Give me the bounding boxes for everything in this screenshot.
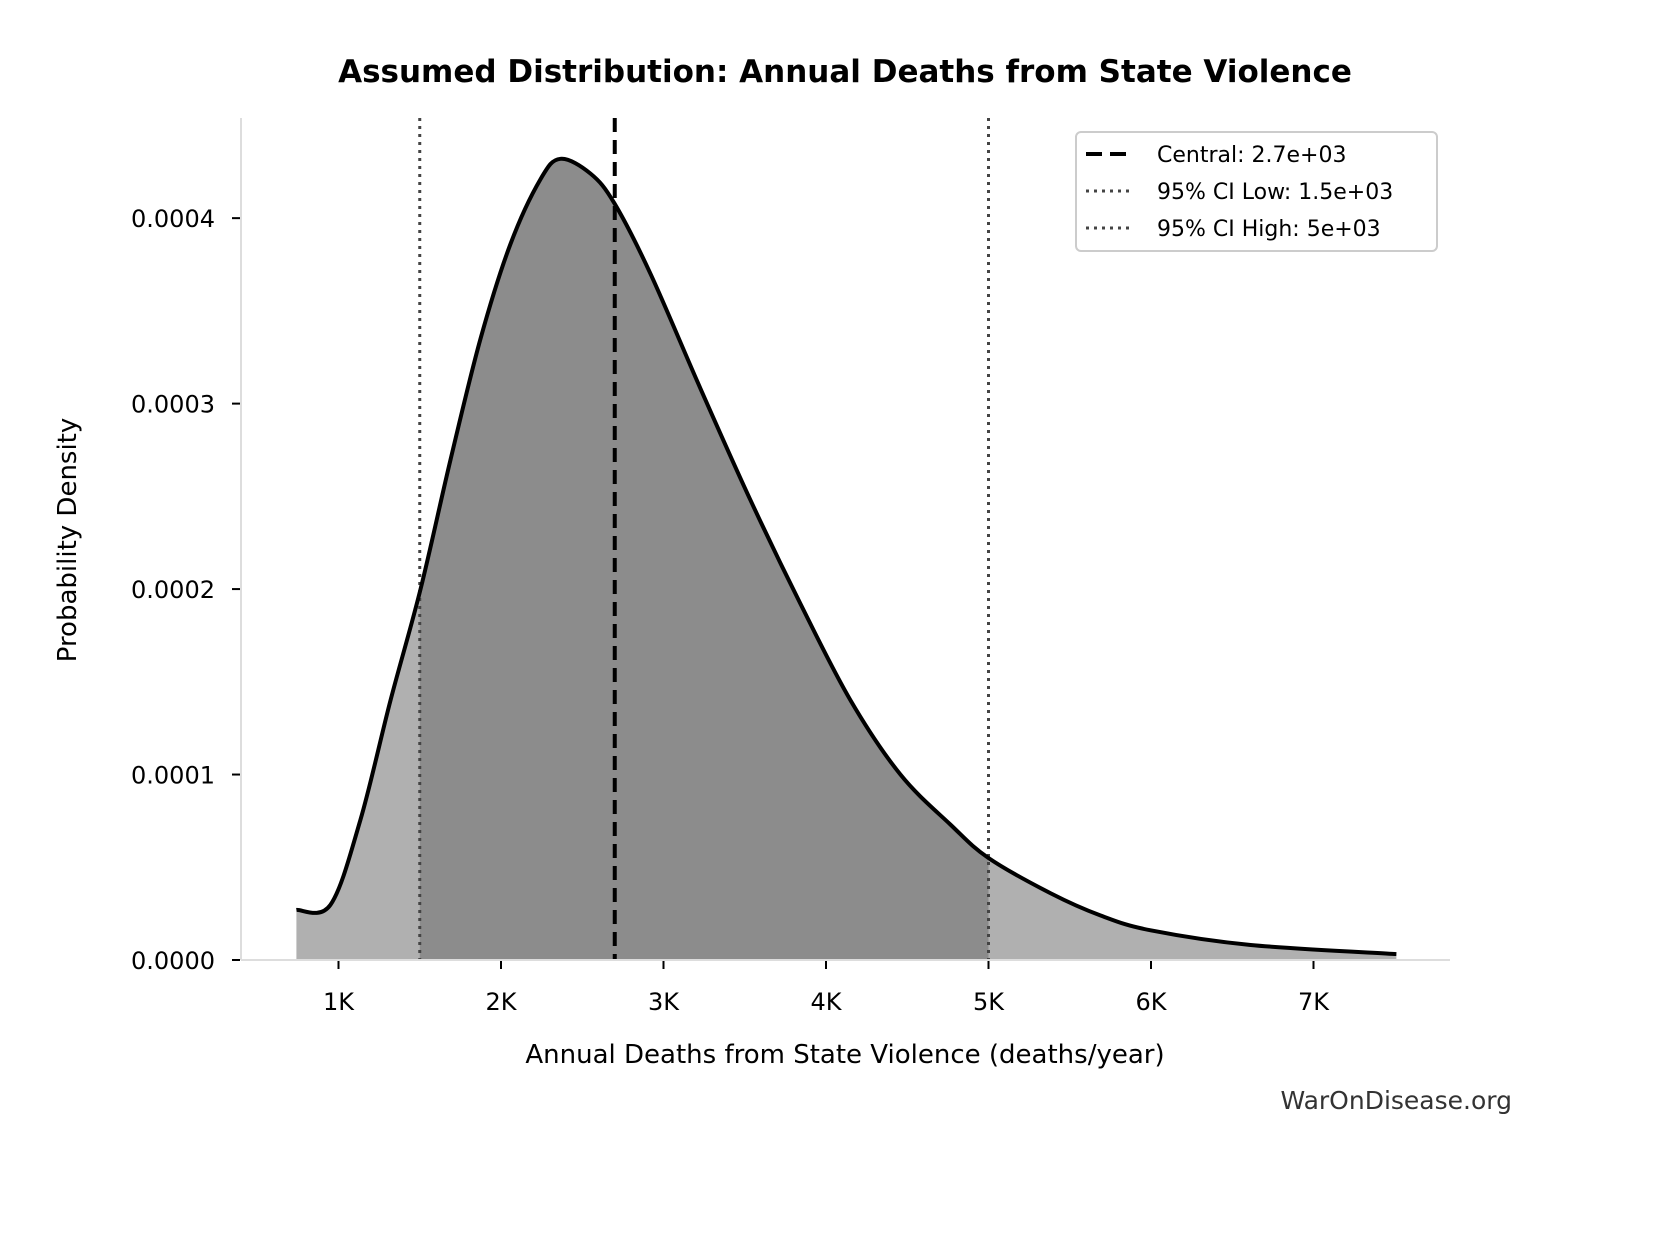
x-tick-label: 7K — [1298, 988, 1330, 1016]
ci-density-area — [419, 158, 989, 960]
x-tick-label: 2K — [485, 988, 517, 1016]
x-tick-label: 1K — [323, 988, 355, 1016]
y-tick-label: 0.0002 — [131, 576, 215, 604]
legend-box — [1075, 131, 1438, 252]
legend-label: 95% CI Low: 1.5e+03 — [1157, 180, 1393, 205]
y-tick-label: 0.0001 — [131, 762, 215, 790]
plot-area — [296, 118, 1397, 960]
x-tick-label: 5K — [973, 988, 1005, 1016]
density-curve — [296, 156, 1397, 957]
x-tick-label: 4K — [810, 988, 842, 1016]
x-tick-label: 3K — [648, 988, 680, 1016]
x-tick-label: 6K — [1135, 988, 1167, 1016]
legend-label: Central: 2.7e+03 — [1157, 143, 1346, 168]
legend: Central: 2.7e+03 95% CI Low: 1.5e+03 95% C… — [1075, 131, 1438, 252]
y-tick-label: 0.0003 — [131, 391, 215, 419]
y-axis-label: Probability Density — [53, 418, 83, 663]
chart-title: Assumed Distribution: Annual Deaths from… — [338, 54, 1352, 90]
watermark: WarOnDisease.org — [1280, 1086, 1512, 1115]
legend-label: 95% CI High: 5e+03 — [1157, 217, 1381, 242]
y-tick-label: 0.0000 — [131, 947, 215, 975]
x-axis-label: Annual Deaths from State Violence (death… — [525, 1040, 1164, 1070]
y-tick-label: 0.0004 — [131, 205, 215, 233]
